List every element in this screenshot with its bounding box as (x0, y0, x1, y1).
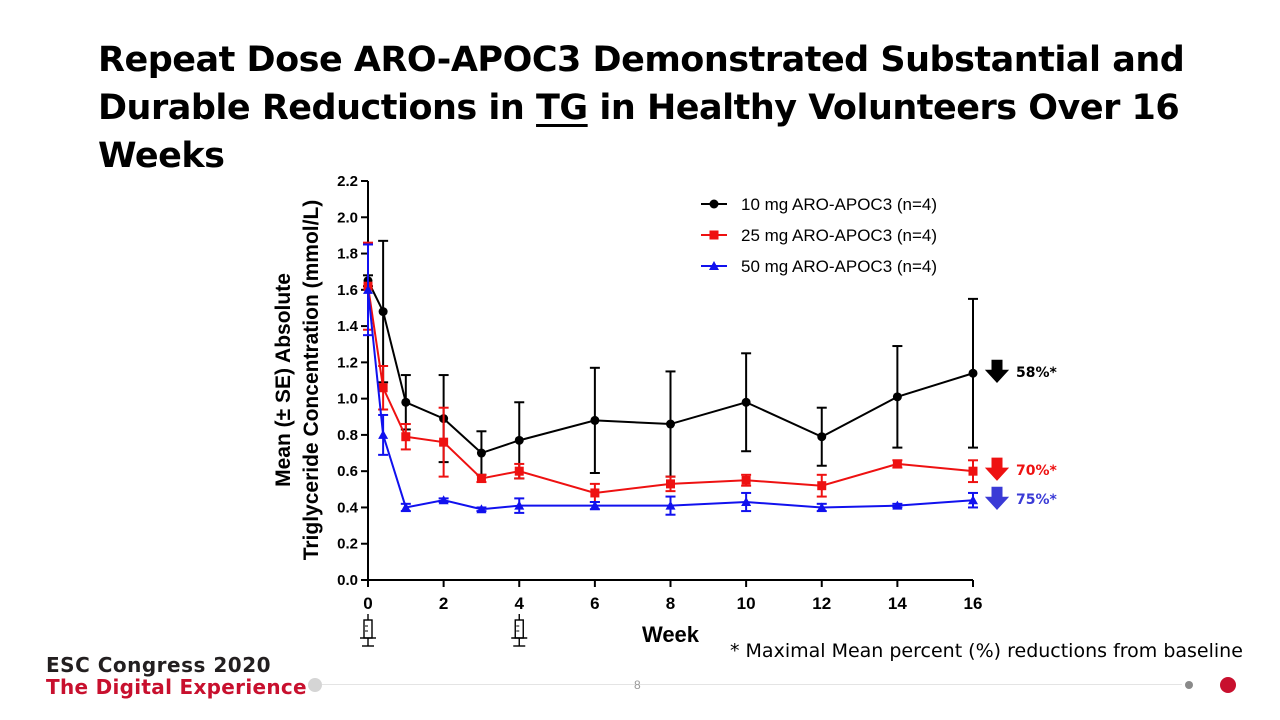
data-point (665, 500, 676, 510)
data-point (378, 429, 389, 439)
data-point (378, 307, 388, 317)
footnote: * Maximal Mean percent (%) reductions fr… (730, 640, 1243, 662)
data-point (438, 495, 449, 505)
footer-dot-small (1185, 681, 1193, 689)
data-point (401, 432, 411, 442)
x-tick-label: 8 (666, 594, 675, 613)
series-line (367, 280, 974, 455)
data-point (741, 497, 752, 507)
x-tick-label: 0 (363, 594, 372, 613)
data-point (741, 397, 751, 407)
y-tick-label: 0.4 (337, 499, 359, 516)
title-text-underlined: TG (536, 88, 588, 128)
slide-title: Repeat Dose ARO-APOC3 Demonstrated Subst… (98, 36, 1258, 180)
series-1 (363, 239, 978, 480)
down-arrow-icon (984, 486, 1010, 510)
reduction-annotation: 70%* (984, 457, 1058, 481)
x-tick-label: 6 (590, 594, 599, 613)
series-3 (363, 243, 978, 516)
syringe-barrel (363, 619, 373, 639)
y-tick-label: 0.0 (337, 572, 358, 589)
brand-line-1: ESC Congress 2020 (46, 653, 272, 677)
legend-marker (709, 261, 719, 270)
data-point (590, 415, 600, 425)
data-point (892, 500, 903, 510)
legend-marker (709, 199, 719, 209)
data-point (363, 284, 373, 294)
x-axis-title: Week (642, 622, 700, 647)
down-arrow-icon (984, 359, 1010, 383)
legend-label: 25 mg ARO-APOC3 (n=4) (741, 226, 937, 245)
y-tick-label: 0.2 (337, 536, 358, 553)
data-point (589, 500, 600, 510)
series-line (367, 289, 974, 511)
y-tick-label: 2.2 (337, 173, 358, 190)
data-point (590, 488, 600, 498)
data-point (817, 481, 827, 491)
reduction-label: 58%* (1016, 365, 1058, 381)
y-tick-label: 0.6 (337, 463, 358, 480)
y-tick-label: 1.6 (337, 282, 358, 299)
syringe-icon (360, 614, 376, 647)
data-point (892, 459, 902, 469)
legend-label: 10 mg ARO-APOC3 (n=4) (741, 195, 937, 214)
data-point (666, 479, 675, 489)
page-number: 8 (634, 678, 641, 692)
reduction-label: 75%* (1016, 492, 1058, 508)
data-point (816, 502, 827, 512)
title-text-part1: Repeat Dose ARO-APOC3 Demonstrated Subst… (98, 40, 1185, 128)
brand-line-2: The Digital Experience (46, 675, 307, 699)
down-arrow-icon (984, 457, 1010, 481)
x-tick-label: 14 (888, 594, 907, 613)
title-text-part2: in Healthy Volunteers Over 16 Weeks (98, 88, 1180, 176)
y-axis-title-line1: Mean (± SE) Absolute (272, 273, 295, 487)
footer-dot-red (1220, 677, 1236, 693)
series-2 (363, 241, 978, 504)
syringe-barrel (514, 619, 524, 639)
x-tick-label: 2 (439, 594, 448, 613)
data-point (514, 500, 525, 510)
x-tick-label: 12 (812, 594, 831, 613)
data-point (968, 368, 978, 378)
data-point (666, 419, 675, 429)
chart-legend: 10 mg ARO-APOC3 (n=4) 25 mg ARO-APOC3 (n=… (701, 195, 937, 276)
data-point (968, 495, 978, 505)
data-point (476, 473, 486, 483)
footer-dot-grey (308, 678, 322, 692)
brand-logo: ESC Congress 2020 The Digital Experience (46, 654, 307, 698)
data-point (892, 392, 902, 402)
y-tick-label: 1.0 (337, 391, 358, 408)
reduction-annotation: 58%* (984, 359, 1058, 383)
y-tick-label: 1.4 (337, 318, 359, 335)
data-point (401, 397, 411, 407)
y-tick-label: 1.2 (337, 354, 358, 371)
data-point (514, 466, 524, 476)
reduction-annotation: 75%* (984, 486, 1058, 510)
data-point (476, 504, 487, 514)
series-line (367, 286, 974, 494)
data-point (741, 475, 751, 485)
x-tick-label: 10 (737, 594, 756, 613)
data-point (400, 502, 411, 512)
legend-marker (709, 230, 719, 240)
y-tick-label: 2.0 (337, 209, 358, 226)
data-point (378, 383, 388, 393)
data-point (817, 432, 827, 442)
syringe-icon (511, 614, 528, 647)
y-tick-label: 0.8 (337, 427, 358, 444)
data-point (968, 466, 978, 476)
legend-label: 50 mg ARO-APOC3 (n=4) (741, 257, 937, 276)
footer-rule (322, 684, 1182, 685)
data-point (476, 448, 486, 458)
data-point (514, 435, 524, 445)
x-tick-label: 16 (964, 594, 983, 613)
data-point (439, 437, 449, 447)
reduction-label: 70%* (1016, 463, 1058, 479)
y-axis-title-line2: Triglyceride Concentration (mmol/L) (300, 200, 323, 561)
y-tick-label: 1.8 (337, 246, 358, 263)
x-tick-label: 4 (515, 594, 525, 613)
